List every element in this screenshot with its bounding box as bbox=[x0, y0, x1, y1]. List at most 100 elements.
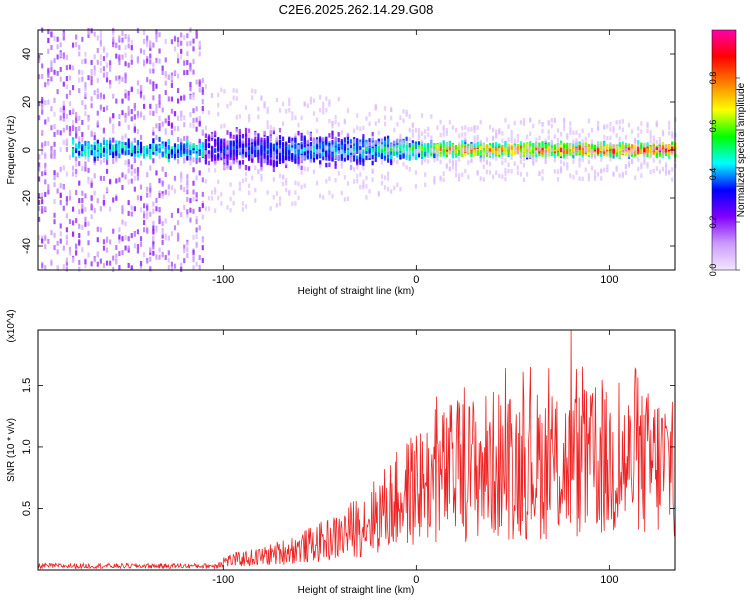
spectrogram-cell bbox=[328, 133, 331, 138]
spectrogram-cell bbox=[127, 37, 130, 43]
spectrogram-cell bbox=[411, 123, 414, 129]
colorbar-label: Normalized spectral amplitude bbox=[736, 82, 747, 217]
spectrogram-cell bbox=[538, 171, 541, 176]
spectrogram-cell bbox=[328, 102, 331, 107]
spectrogram-cell bbox=[411, 133, 414, 138]
spectrogram-cell bbox=[278, 159, 282, 165]
spectrogram-cell bbox=[541, 121, 544, 127]
spectrogram-cell bbox=[325, 156, 328, 161]
spectrogram-cell bbox=[291, 140, 294, 146]
spectrogram-cell bbox=[300, 184, 303, 190]
spectrogram-cell bbox=[346, 196, 350, 202]
spectrogram-cell bbox=[424, 135, 427, 140]
spectrogram-cell bbox=[433, 146, 436, 152]
spectrogram-cell bbox=[251, 88, 254, 94]
spectrogram-cell bbox=[473, 151, 476, 157]
spectrogram-cell bbox=[538, 135, 541, 141]
colorbar-tick-label: 0.0 bbox=[708, 264, 718, 277]
spectrogram-cell bbox=[93, 65, 96, 71]
spectrogram-cell bbox=[71, 220, 75, 226]
spectrogram-cell bbox=[294, 140, 297, 146]
spectrogram-cell bbox=[374, 157, 377, 162]
spectrogram-cell bbox=[649, 146, 652, 151]
spectrogram-cell bbox=[630, 159, 634, 165]
spectrogram-cell bbox=[640, 149, 643, 154]
spectrogram-cell bbox=[214, 140, 217, 146]
spectrogram-cell bbox=[593, 176, 597, 181]
spectrogram-cell bbox=[467, 145, 470, 151]
spectrogram-cell bbox=[47, 37, 50, 43]
spectrogram-cell bbox=[198, 225, 201, 231]
spectrogram-cell bbox=[609, 156, 612, 162]
spectrogram-cell bbox=[96, 144, 99, 150]
spectrogram-cell bbox=[285, 160, 288, 166]
spectrogram-cell bbox=[519, 148, 523, 153]
spectrogram-cell bbox=[207, 150, 211, 155]
spectrogram-cell bbox=[124, 235, 127, 241]
spectrogram-cell bbox=[84, 140, 87, 146]
spectrogram-cell bbox=[241, 178, 245, 184]
spectrogram-cell bbox=[99, 104, 102, 110]
spectrogram-cell bbox=[661, 131, 665, 137]
spectrogram-cell bbox=[569, 126, 572, 132]
spectrogram-cell bbox=[516, 133, 519, 139]
spectrogram-cell bbox=[281, 101, 285, 107]
spectrogram-cell bbox=[102, 157, 106, 163]
spectrogram-cell bbox=[127, 34, 130, 40]
spectrogram-cell bbox=[127, 236, 130, 242]
spectrogram-cell bbox=[204, 133, 207, 138]
spectrogram-cell bbox=[81, 146, 84, 152]
spectrogram-cell bbox=[226, 149, 229, 155]
spectrogram-cell bbox=[41, 149, 44, 155]
spectrogram-cell bbox=[522, 144, 526, 149]
spectrogram-cell bbox=[254, 136, 257, 142]
spectrogram-cell bbox=[510, 145, 513, 151]
spectrogram-cell bbox=[266, 143, 269, 149]
spectrogram-cell bbox=[257, 145, 260, 150]
spectrogram-cell bbox=[155, 83, 158, 89]
spectrogram-cell bbox=[84, 161, 87, 167]
spectrogram-cell bbox=[152, 127, 155, 133]
spectrogram-cell bbox=[510, 138, 513, 144]
spectrogram-cell bbox=[226, 154, 229, 159]
spectrogram-cell bbox=[433, 152, 436, 158]
spectrogram-cell bbox=[297, 149, 300, 155]
spectrogram-cell bbox=[643, 148, 646, 153]
spectrogram-cell bbox=[164, 80, 167, 86]
spectrogram-cell bbox=[272, 167, 275, 172]
spectrogram-cell bbox=[155, 150, 158, 156]
spectrogram-cell bbox=[146, 186, 149, 192]
spectrogram-cell bbox=[118, 60, 121, 66]
spectrogram-cell bbox=[272, 177, 275, 182]
spectrogram-cell bbox=[121, 236, 124, 242]
spectrogram-cell bbox=[278, 145, 282, 151]
spectrogram-cell bbox=[362, 142, 365, 147]
spectrogram-cell bbox=[155, 34, 158, 40]
spectrogram-cell bbox=[442, 127, 445, 132]
spectrogram-cell bbox=[612, 125, 615, 131]
spectrogram-cell bbox=[130, 170, 133, 176]
spectrogram-cell bbox=[47, 238, 50, 244]
spectrogram-cell bbox=[556, 137, 560, 143]
spectrogram-cell bbox=[343, 148, 346, 153]
spectrogram-cell bbox=[479, 176, 482, 181]
spectrogram-cell bbox=[356, 178, 359, 184]
spectrogram-cell bbox=[50, 76, 53, 82]
spectrogram-cell bbox=[75, 118, 78, 124]
spectrogram-cell bbox=[371, 145, 374, 151]
spectrogram-cell bbox=[130, 44, 133, 50]
spectrogram-cell bbox=[201, 151, 204, 157]
spectrogram-cell bbox=[343, 197, 346, 202]
spectrogram-cell bbox=[584, 136, 587, 142]
spectrogram-cell bbox=[56, 240, 59, 246]
spectrogram-cell bbox=[180, 40, 183, 46]
spectrogram-cell bbox=[143, 103, 146, 109]
spectrogram-cell bbox=[331, 134, 334, 140]
spectrogram-cell bbox=[424, 157, 427, 163]
spectrogram-y-axis-label: Frequency (Hz) bbox=[6, 116, 17, 185]
spectrogram-cell bbox=[50, 31, 53, 37]
spectrogram-cell bbox=[383, 143, 387, 149]
spectrogram-cell bbox=[668, 125, 671, 130]
spectrogram-cell bbox=[115, 253, 118, 259]
spectrogram-cell bbox=[220, 139, 223, 145]
